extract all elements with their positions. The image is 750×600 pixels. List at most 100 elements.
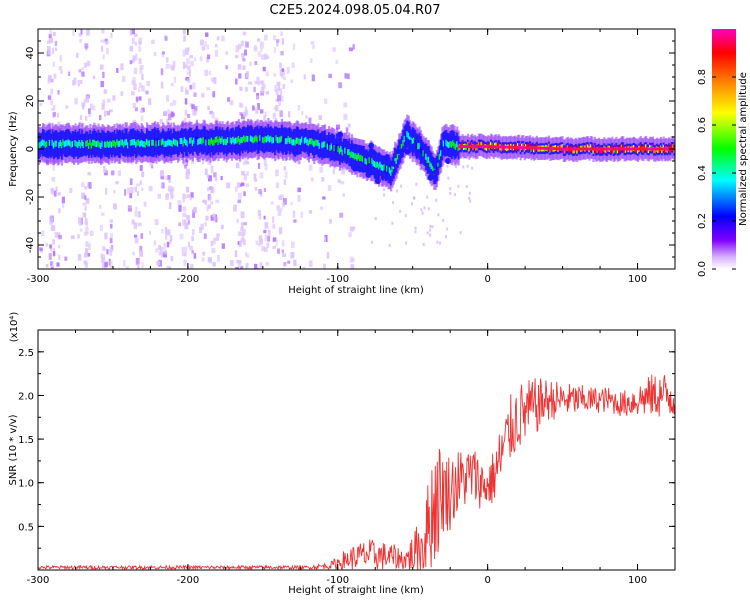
spectrogram-core-cell (284, 138, 288, 145)
spectrogram-noise-cell (163, 110, 168, 116)
spectrogram-noise-cell (192, 213, 196, 218)
spectrogram-noise-cell (277, 94, 281, 102)
spectrogram-noise-cell (49, 218, 53, 225)
spectrogram-core-cell (158, 140, 161, 147)
spectrogram-noise-cell (278, 101, 281, 107)
spectrogram-noise-cell (73, 77, 77, 85)
spectrogram-noise-cell (206, 174, 209, 179)
spectrogram-core-cell (471, 142, 474, 149)
spectrogram-noise-cell (212, 91, 216, 98)
spectrogram-core-cell (345, 148, 348, 155)
spectrogram-noise-cell (81, 71, 85, 77)
spectrogram-core-cell (93, 139, 96, 146)
spectrogram-noise-cell (132, 119, 137, 123)
spectrogram-peak-cell (529, 146, 533, 150)
spectrogram-noise-cell (272, 237, 277, 242)
spectrogram-noise-cell (214, 176, 218, 182)
spectrogram-noise-cell (206, 44, 209, 50)
spectrogram-noise-cell (59, 55, 62, 62)
spectrogram-core-cell (305, 136, 308, 143)
spectrogram-noise-cell (103, 89, 107, 94)
spectrogram-core-cell (46, 141, 49, 148)
spectrogram-core-cell (425, 153, 428, 160)
spectrogram-core-cell (63, 141, 66, 148)
spectrogram-noise-cell (156, 261, 160, 266)
spectrogram-core-cell (139, 141, 142, 148)
spectrogram-x-tick-label: -300 (27, 274, 50, 285)
spectrogram-noise-cell (83, 252, 87, 258)
spectrogram-noise-cell (287, 260, 291, 264)
spectrogram-noise-cell (235, 267, 240, 269)
spectrogram-noise-cell (442, 218, 445, 222)
spectrogram-noise-cell (68, 71, 71, 76)
spectrogram-noise-cell (261, 83, 266, 89)
spectrogram-core-cell (352, 152, 355, 159)
spectrogram-noise-cell (155, 248, 159, 253)
spectrogram-noise-cell (104, 168, 108, 173)
spectrogram-noise-cell (264, 234, 268, 242)
snr-x-tick-label: -300 (27, 575, 50, 586)
spectrogram-x-tick-label: -200 (177, 274, 200, 285)
spectrogram-noise-cell (187, 241, 191, 248)
spectrogram-peak-cell (493, 145, 497, 149)
spectrogram-noise-cell (77, 254, 82, 261)
spectrogram-noise-cell (276, 81, 281, 86)
spectrogram-noise-cell (166, 265, 170, 269)
spectrogram-noise-cell (290, 252, 295, 259)
spectrogram-noise-cell (101, 103, 105, 110)
spectrogram-noise-cell (182, 61, 186, 69)
spectrogram-core-cell (445, 139, 448, 146)
spectrogram-core-cell (264, 136, 267, 143)
spectrogram-noise-cell (45, 242, 49, 247)
spectrogram-core-cell (152, 139, 155, 146)
spectrogram-core-cell (201, 138, 204, 145)
spectrogram-peak-cell (524, 146, 527, 150)
spectrogram-noise-cell (388, 244, 391, 248)
spectrogram-noise-cell (133, 33, 138, 37)
spectrogram-noise-cell (254, 80, 258, 84)
spectrogram-noise-cell (74, 98, 78, 105)
spectrogram-core-cell (180, 137, 184, 144)
spectrogram-core-cell (221, 136, 224, 143)
spectrogram-noise-cell (210, 189, 213, 194)
spectrogram-peak-cell (624, 147, 628, 151)
spectrogram-noise-cell (272, 223, 276, 229)
spectrogram-core-cell (376, 161, 379, 168)
spectrogram-noise-cell (254, 263, 258, 269)
spectrogram-noise-cell (189, 55, 194, 59)
spectrogram-noise-cell (242, 65, 246, 70)
spectrogram-noise-cell (308, 117, 312, 124)
spectrogram-core-cell (270, 135, 273, 142)
spectrogram-noise-cell (260, 48, 263, 52)
spectrogram-noise-cell (183, 35, 187, 42)
spectrogram-core-cell (672, 144, 675, 151)
spectrogram-noise-cell (234, 250, 238, 257)
spectrogram-core-cell (60, 142, 64, 149)
spectrogram-noise-cell (237, 64, 242, 70)
spectrogram-noise-cell (259, 109, 264, 114)
snr-x-tick-label: 100 (628, 575, 647, 586)
spectrogram-peak-cell (522, 146, 525, 150)
spectrogram-noise-cell (234, 186, 238, 192)
spectrogram-peak-cell (641, 147, 644, 151)
spectrogram-core-cell (587, 144, 590, 151)
spectrogram-noise-cell (206, 205, 209, 212)
spectrogram-noise-cell (56, 262, 60, 267)
spectrogram-noise-cell (213, 216, 217, 222)
spectrogram-core-cell (156, 138, 159, 145)
spectrogram-core-cell (332, 144, 335, 151)
spectrogram-noise-cell (102, 99, 106, 106)
spectrogram-noise-cell (184, 252, 187, 257)
spectrogram-noise-cell (308, 164, 313, 171)
spectrogram-noise-cell (48, 253, 52, 261)
spectrogram-noise-cell (72, 29, 75, 36)
spectrogram-noise-cell (271, 216, 275, 224)
spectrogram-core-cell (205, 139, 208, 146)
spectrogram-noise-cell (138, 96, 142, 101)
spectrogram-peak-cell (612, 147, 615, 151)
snr-panel: -300 -200 -100 0 100 0.5 1.0 1.5 2.0 2.5 Height … (8, 312, 676, 596)
spectrogram-core-cell (91, 139, 95, 146)
spectrogram-core-cell (654, 147, 657, 154)
spectrogram-noise-cell (279, 88, 283, 95)
spectrogram-core-cell (234, 137, 238, 144)
